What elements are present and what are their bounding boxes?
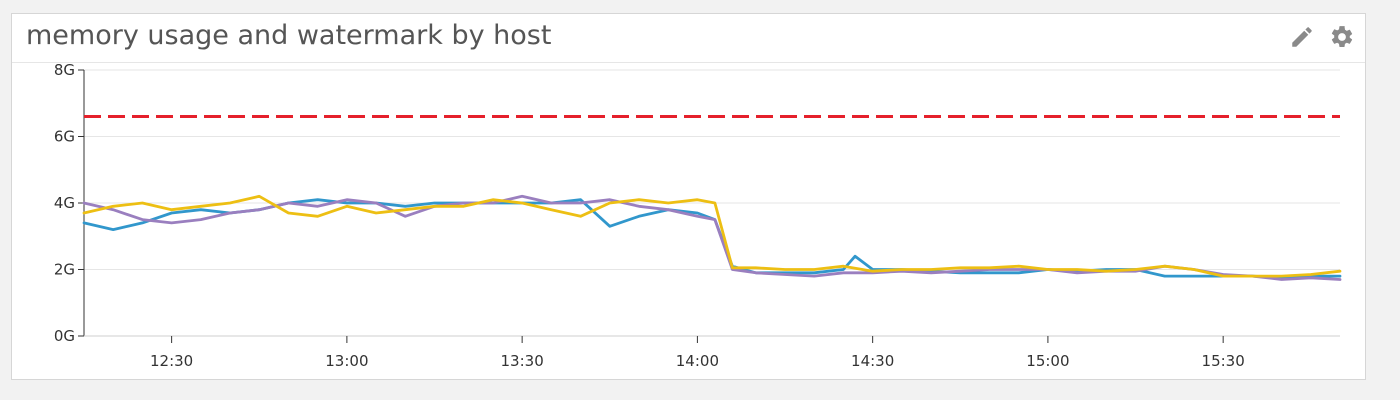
series-layer bbox=[82, 194, 1342, 281]
y-axis: 0G 2G 4G 6G 8G bbox=[54, 61, 85, 345]
y-tick-label: 2G bbox=[54, 261, 75, 279]
panel-title: memory usage and watermark by host bbox=[26, 20, 552, 51]
pencil-icon[interactable] bbox=[1289, 24, 1315, 50]
x-tick-label: 15:00 bbox=[1026, 352, 1069, 370]
series-line-1 bbox=[82, 198, 1342, 280]
x-tick-label: 12:30 bbox=[150, 352, 193, 370]
panel-actions bbox=[1289, 24, 1355, 50]
header-divider bbox=[12, 62, 1365, 63]
x-tick-label: 13:30 bbox=[501, 352, 544, 370]
gear-icon[interactable] bbox=[1329, 24, 1355, 50]
series-line-3 bbox=[82, 194, 1342, 278]
y-tick-label: 0G bbox=[54, 327, 75, 345]
y-tick-label: 8G bbox=[54, 61, 75, 79]
x-axis: 12:30 13:00 13:30 14:00 14:30 15:00 15:30 bbox=[84, 335, 1340, 370]
y-tick-label: 6G bbox=[54, 128, 75, 146]
x-tick-label: 15:30 bbox=[1202, 352, 1245, 370]
x-tick-label: 14:30 bbox=[851, 352, 894, 370]
chart-panel: memory usage and watermark by host bbox=[11, 13, 1366, 380]
y-tick-label: 4G bbox=[54, 194, 75, 212]
x-tick-label: 14:00 bbox=[676, 352, 719, 370]
x-tick-label: 13:00 bbox=[325, 352, 368, 370]
